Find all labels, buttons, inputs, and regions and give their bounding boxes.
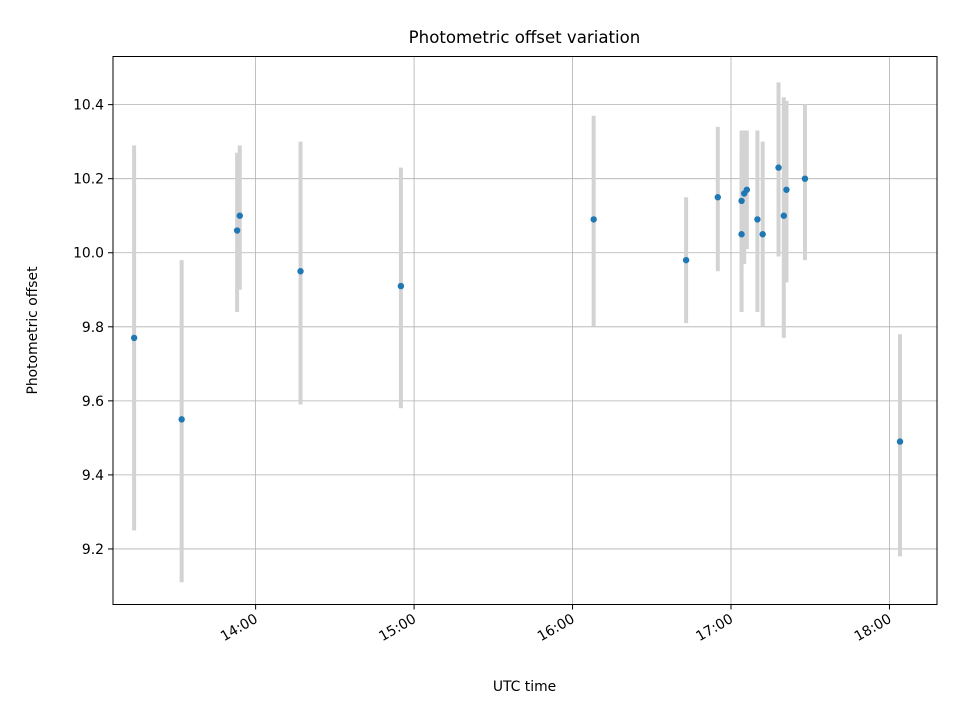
data-point — [233, 227, 241, 234]
y-tick-label: 10.0 — [73, 246, 104, 262]
data-point — [738, 231, 745, 238]
data-point — [130, 334, 138, 342]
y-tick-label: 9.6 — [82, 394, 104, 410]
y-tick-label: 10.4 — [73, 98, 104, 114]
data-point — [297, 268, 304, 275]
plot-frame — [112, 56, 938, 605]
data-point — [738, 197, 745, 205]
y-tick-label: 9.4 — [82, 468, 104, 484]
chart-title: Photometric offset variation — [409, 28, 641, 47]
data-point — [759, 231, 766, 238]
y-tick-label: 9.8 — [82, 320, 104, 336]
grid — [113, 56, 937, 605]
data-point — [236, 212, 243, 219]
markers — [130, 164, 904, 445]
data-point — [754, 216, 761, 223]
data-point — [801, 175, 809, 182]
data-point — [896, 438, 904, 445]
data-point — [780, 212, 788, 219]
y-tick-label: 10.2 — [73, 172, 104, 188]
data-point — [743, 186, 751, 193]
x-axis-label: UTC time — [493, 679, 556, 695]
data-point — [590, 216, 597, 223]
data-point — [783, 186, 790, 193]
data-point — [178, 416, 185, 423]
y-tick-label: 9.2 — [82, 542, 104, 558]
data-point — [775, 164, 782, 171]
data-point — [714, 194, 721, 201]
y-axis: 9.2 9.4 9.6 9.8 10.0 10.2 10.4 — [73, 98, 113, 558]
data-point — [682, 256, 690, 264]
y-axis-label: Photometric offset — [25, 266, 41, 395]
data-point — [397, 282, 405, 290]
